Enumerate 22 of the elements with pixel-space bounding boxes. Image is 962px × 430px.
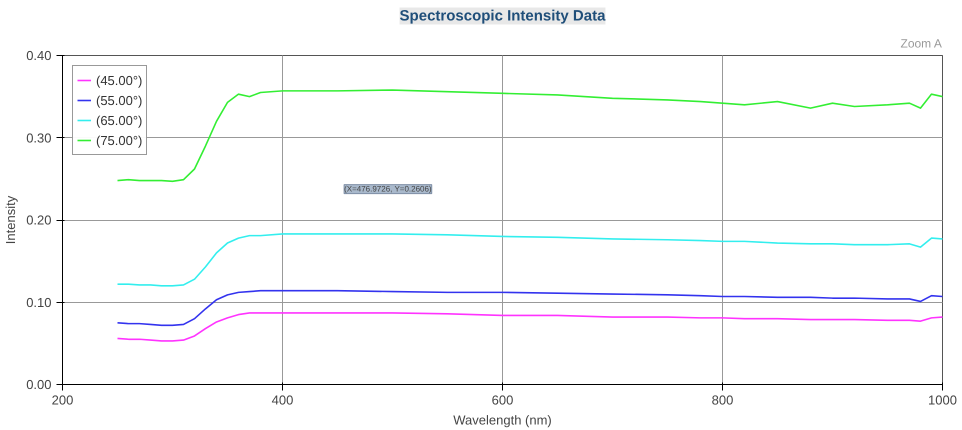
text: Zoom A <box>900 36 942 50</box>
legend-label: (65.00°) <box>96 112 142 128</box>
line-series <box>116 290 942 326</box>
y-axis-title: Intensity <box>3 195 18 244</box>
y-tick-label: 0.30 <box>26 130 52 146</box>
line-series <box>116 233 942 287</box>
legend-label: (55.00°) <box>96 92 142 108</box>
y-tick-label: 0.40 <box>26 48 52 63</box>
chart-title: Spectroscopic Intensity Data <box>400 8 606 24</box>
annotation: (X=476.9726, Y=0.2606) <box>344 184 432 194</box>
x-tick-label: 400 <box>272 392 294 408</box>
legend-label: (75.00°) <box>96 132 142 148</box>
y-tick-label: 0.20 <box>26 212 52 228</box>
y-tick-label: 0.00 <box>26 377 52 392</box>
x-tick-label: 1000 <box>928 392 957 408</box>
x-tick-label: 200 <box>52 392 74 408</box>
legend-label: (45.00°) <box>96 72 142 88</box>
y-tick-label: 0.10 <box>26 294 52 310</box>
x-tick-label: 800 <box>712 392 734 408</box>
x-tick-label: 600 <box>492 392 514 408</box>
x-axis-title: Wavelength (nm) <box>453 412 552 428</box>
line-series <box>116 312 942 342</box>
